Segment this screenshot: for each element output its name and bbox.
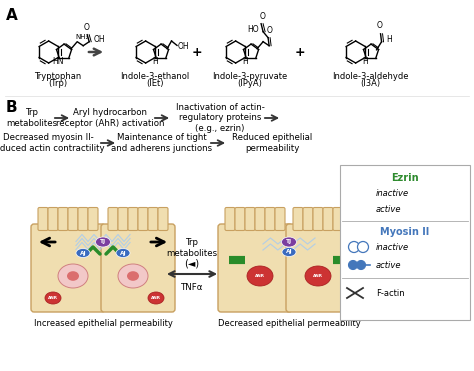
FancyBboxPatch shape — [275, 207, 285, 230]
FancyBboxPatch shape — [235, 207, 245, 230]
Text: B: B — [6, 100, 18, 115]
Ellipse shape — [247, 266, 273, 286]
Text: inactive: inactive — [376, 243, 409, 252]
Text: Maintenance of tight
and adherens junctions: Maintenance of tight and adherens juncti… — [111, 133, 212, 153]
FancyBboxPatch shape — [108, 207, 118, 230]
Text: Trp
metabolites: Trp metabolites — [7, 108, 57, 128]
Text: (I3A): (I3A) — [360, 79, 380, 88]
FancyBboxPatch shape — [101, 224, 175, 312]
Text: O: O — [259, 12, 265, 21]
FancyBboxPatch shape — [343, 207, 353, 230]
FancyBboxPatch shape — [78, 207, 88, 230]
Text: AJ: AJ — [120, 250, 126, 256]
Text: +: + — [295, 46, 305, 59]
Text: +: + — [191, 46, 202, 59]
Text: HN: HN — [52, 57, 64, 66]
Text: Indole-3-pyruvate: Indole-3-pyruvate — [212, 72, 288, 81]
Ellipse shape — [305, 266, 331, 286]
Text: (IEt): (IEt) — [146, 79, 164, 88]
Text: Myosin II: Myosin II — [380, 227, 429, 237]
FancyBboxPatch shape — [323, 207, 333, 230]
FancyBboxPatch shape — [31, 224, 105, 312]
Ellipse shape — [67, 271, 79, 281]
Text: Decreased myosin II-
induced actin contractility: Decreased myosin II- induced actin contr… — [0, 133, 104, 153]
Ellipse shape — [76, 249, 90, 257]
Text: (◄): (◄) — [184, 259, 200, 269]
Text: O: O — [83, 23, 89, 32]
Text: Trp
metabolites: Trp metabolites — [166, 238, 218, 258]
Circle shape — [348, 260, 357, 269]
Text: H: H — [243, 57, 248, 66]
Circle shape — [356, 260, 365, 269]
Text: HO: HO — [247, 25, 259, 34]
Text: H: H — [363, 57, 368, 66]
Text: Indole-3-aldehyde: Indole-3-aldehyde — [332, 72, 408, 81]
Text: AJ: AJ — [286, 250, 292, 255]
FancyBboxPatch shape — [88, 207, 98, 230]
Text: Indole-3-ethanol: Indole-3-ethanol — [120, 72, 190, 81]
FancyBboxPatch shape — [286, 224, 360, 312]
Text: (IPyA): (IPyA) — [237, 79, 263, 88]
Ellipse shape — [118, 264, 148, 288]
Text: A: A — [6, 8, 18, 23]
FancyBboxPatch shape — [158, 207, 168, 230]
Ellipse shape — [58, 264, 88, 288]
Text: Aryl hydrocarbon
receptor (AhR) activation: Aryl hydrocarbon receptor (AhR) activati… — [56, 108, 164, 128]
FancyBboxPatch shape — [128, 207, 138, 230]
Text: inactive: inactive — [376, 188, 409, 197]
FancyBboxPatch shape — [303, 207, 313, 230]
Circle shape — [348, 242, 359, 253]
Text: NH₂: NH₂ — [75, 34, 89, 40]
FancyBboxPatch shape — [245, 207, 255, 230]
Text: ANR: ANR — [255, 274, 265, 278]
Text: TJ: TJ — [286, 240, 292, 244]
Text: H: H — [387, 35, 392, 44]
Ellipse shape — [282, 247, 296, 256]
FancyBboxPatch shape — [148, 207, 158, 230]
FancyBboxPatch shape — [58, 207, 68, 230]
Text: F-actin: F-actin — [376, 289, 405, 298]
FancyBboxPatch shape — [218, 224, 292, 312]
FancyBboxPatch shape — [38, 207, 48, 230]
Ellipse shape — [127, 271, 139, 281]
Text: ANR: ANR — [151, 296, 161, 300]
FancyBboxPatch shape — [333, 207, 343, 230]
Text: H: H — [153, 57, 158, 66]
Text: OH: OH — [93, 35, 105, 44]
Text: TNFα: TNFα — [181, 283, 203, 292]
Text: active: active — [376, 204, 401, 213]
Ellipse shape — [148, 292, 164, 304]
Text: O: O — [266, 26, 272, 35]
Text: Increased epithelial permeability: Increased epithelial permeability — [34, 319, 173, 328]
Text: Inactivation of actin-
regulatory proteins
(e.g., ezrin): Inactivation of actin- regulatory protei… — [175, 103, 264, 133]
Text: TJ: TJ — [100, 240, 106, 244]
FancyBboxPatch shape — [48, 207, 58, 230]
Ellipse shape — [116, 249, 130, 257]
FancyBboxPatch shape — [340, 165, 470, 320]
Text: Tryptophan: Tryptophan — [35, 72, 82, 81]
FancyBboxPatch shape — [293, 207, 303, 230]
Ellipse shape — [282, 237, 297, 247]
Text: AJ: AJ — [80, 250, 86, 256]
FancyBboxPatch shape — [313, 207, 323, 230]
Text: OH: OH — [178, 42, 189, 51]
FancyBboxPatch shape — [138, 207, 148, 230]
Text: Decreased epithelial permeability: Decreased epithelial permeability — [218, 319, 360, 328]
Ellipse shape — [95, 237, 110, 247]
Text: Reduced epithelial
permeability: Reduced epithelial permeability — [232, 133, 312, 153]
Ellipse shape — [45, 292, 61, 304]
Text: active: active — [376, 260, 401, 269]
FancyBboxPatch shape — [255, 207, 265, 230]
Text: O: O — [377, 21, 383, 30]
Text: Ezrin: Ezrin — [391, 173, 419, 183]
FancyBboxPatch shape — [68, 207, 78, 230]
FancyBboxPatch shape — [118, 207, 128, 230]
FancyBboxPatch shape — [265, 207, 275, 230]
Text: (Trp): (Trp) — [48, 79, 68, 88]
Text: ANR: ANR — [48, 296, 58, 300]
Text: ANR: ANR — [313, 274, 323, 278]
Circle shape — [357, 242, 368, 253]
FancyBboxPatch shape — [225, 207, 235, 230]
